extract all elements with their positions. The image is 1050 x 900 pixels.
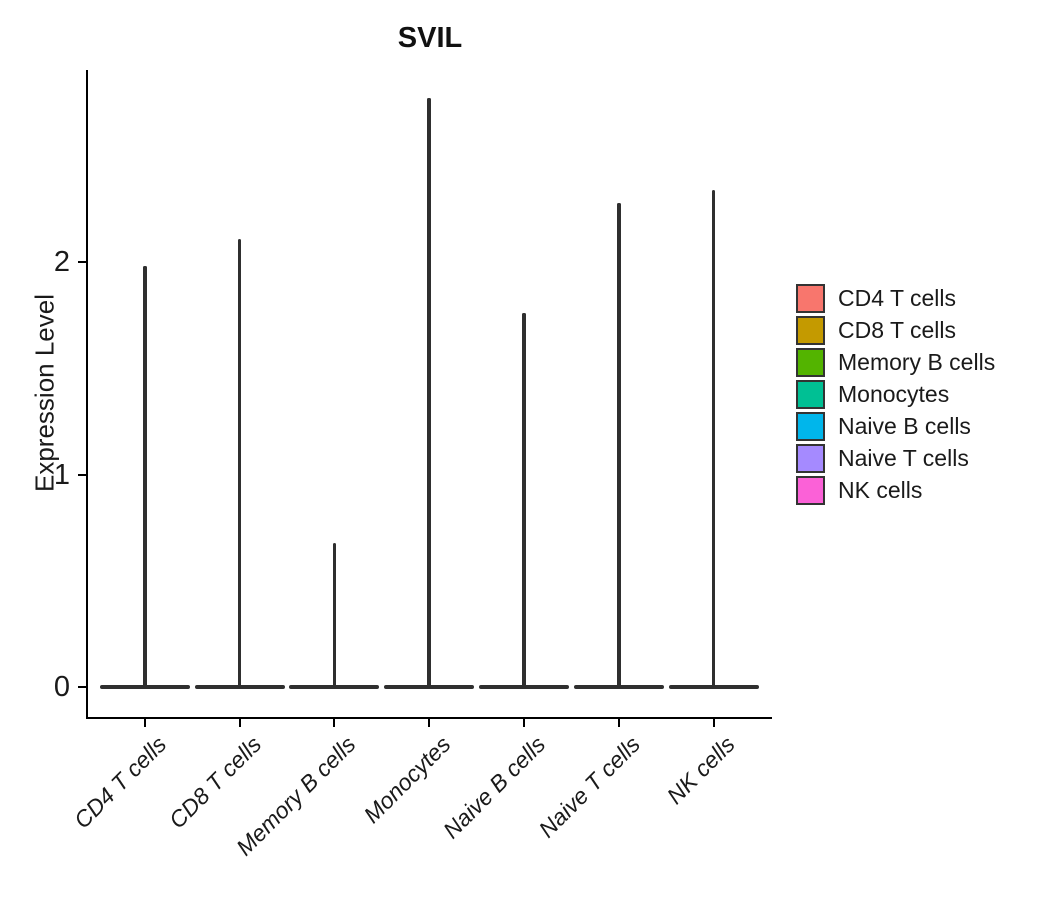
violin-base: [194, 684, 285, 690]
legend-swatch: [796, 444, 825, 473]
legend-label: Memory B cells: [838, 349, 996, 375]
violin-base: [573, 684, 664, 690]
violin-spike: [237, 238, 242, 687]
y-tick: [78, 686, 86, 688]
violin-spike: [427, 98, 431, 687]
x-tick: [428, 719, 431, 727]
legend-swatch: [796, 412, 825, 441]
violin-spike: [332, 542, 337, 687]
x-tick: [712, 719, 715, 727]
legend-label: CD4 T cells: [838, 285, 957, 311]
y-tick-label: 2: [53, 246, 70, 278]
legend-label: Naive T cells: [838, 445, 969, 471]
legend-item: CD4 T cells: [796, 284, 995, 313]
legend-swatch: [796, 316, 825, 345]
legend-item: CD8 T cells: [796, 316, 995, 345]
x-tick: [238, 719, 241, 727]
y-tick: [78, 473, 86, 476]
violin-spike: [143, 266, 147, 687]
violin-base: [384, 684, 475, 690]
violin-base: [99, 684, 190, 690]
legend-label: Monocytes: [838, 381, 950, 407]
x-tick: [523, 719, 525, 727]
x-tick: [617, 719, 620, 727]
legend-swatch: [796, 476, 825, 505]
x-tick: [333, 719, 336, 727]
legend-swatch: [796, 284, 825, 313]
chart-title: SVIL: [397, 22, 463, 54]
legend-label: Naive B cells: [838, 413, 971, 439]
legend-item: Monocytes: [796, 380, 995, 409]
x-axis-line: [86, 717, 772, 719]
violin-spike: [617, 202, 621, 687]
y-axis-line: [86, 70, 88, 719]
violin-base: [479, 684, 569, 690]
x-tick-label: CD8 T cells: [163, 731, 266, 834]
legend: CD4 T cells CD8 T cells Memory B cells Mono…: [796, 284, 995, 508]
x-tick-label: CD4 T cells: [68, 731, 172, 834]
y-tick: [78, 261, 86, 263]
legend-label: NK cells: [838, 477, 923, 503]
violin-spike: [711, 189, 716, 687]
y-tick-label: 1: [53, 458, 70, 491]
legend-item: Naive B cells: [796, 412, 995, 441]
y-tick-label: 0: [53, 671, 70, 703]
x-tick-label: NK cells: [661, 731, 740, 810]
legend-item: Naive T cells: [796, 444, 995, 473]
violin-base: [668, 684, 759, 690]
x-tick-label: Monocytes: [358, 731, 456, 829]
legend-item: Memory B cells: [796, 348, 995, 377]
violin-base: [289, 684, 380, 690]
legend-label: CD8 T cells: [838, 317, 957, 343]
legend-swatch: [796, 348, 825, 377]
legend-swatch: [796, 380, 825, 409]
violin-spike: [522, 313, 526, 687]
x-tick: [143, 719, 146, 727]
legend-item: NK cells: [796, 476, 995, 505]
x-tick-label: Naive T cells: [533, 731, 646, 843]
